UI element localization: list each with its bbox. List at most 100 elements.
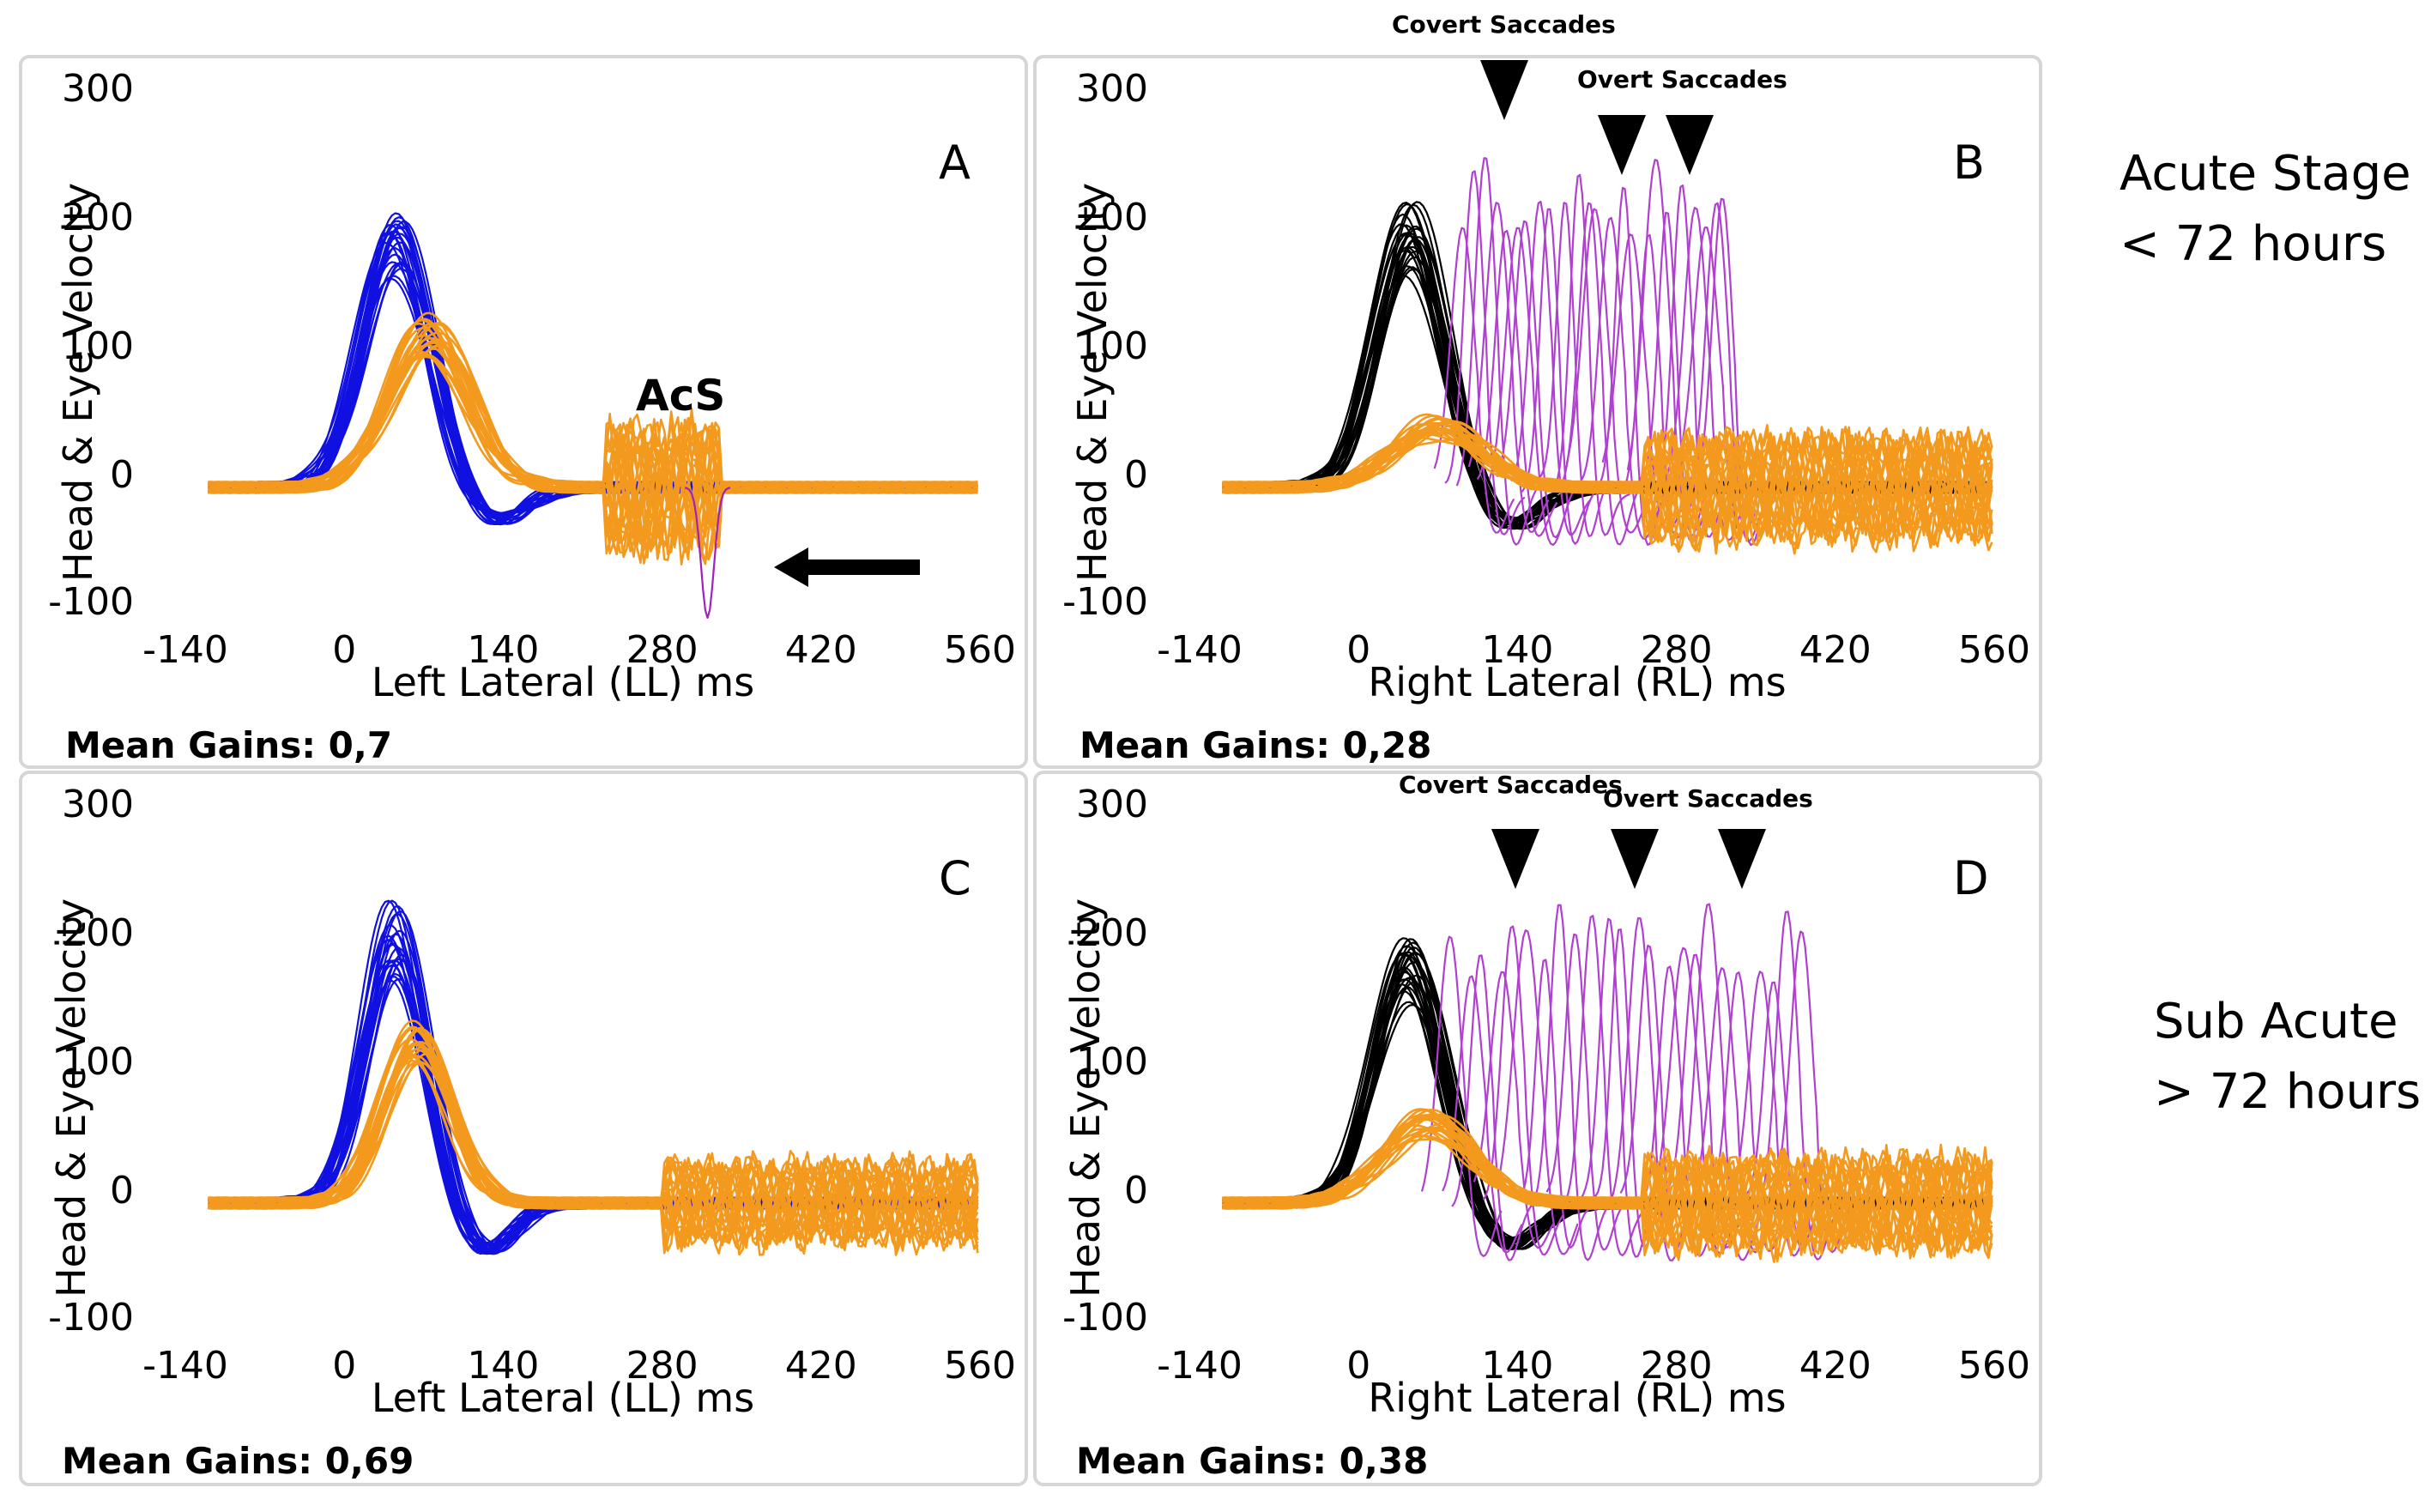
eye-velocity-trace bbox=[208, 340, 978, 550]
overt-saccade-marker-icon bbox=[1598, 115, 1647, 175]
saccades-trace bbox=[1496, 220, 1577, 539]
saccades-trace bbox=[1591, 928, 1672, 1249]
eye-velocity-trace bbox=[1222, 429, 1993, 555]
overt-saccades-label-b: Overt Saccades bbox=[1577, 65, 1787, 94]
x-tick: -140 bbox=[142, 1344, 228, 1388]
covert-saccade-marker-icon bbox=[1479, 60, 1528, 120]
plot-area-c bbox=[208, 899, 979, 1256]
x-axis-label: Left Lateral (LL) ms bbox=[371, 659, 755, 705]
subacute-stage-line1: Sub Acute bbox=[2154, 994, 2398, 1049]
x-tick: 0 bbox=[332, 628, 357, 672]
covert-saccades-label-b: Covert Saccades bbox=[1392, 10, 1616, 39]
eye-velocity-trace bbox=[208, 1028, 979, 1247]
x-tick: 420 bbox=[1799, 1344, 1872, 1388]
y-tick-200: 200 bbox=[1076, 911, 1148, 955]
saccades-trace bbox=[1678, 903, 1761, 1261]
panel-letter: C bbox=[939, 851, 971, 905]
saccades-trace bbox=[1581, 216, 1662, 540]
x-axis-label: Left Lateral (LL) ms bbox=[371, 1375, 755, 1421]
saccades-trace bbox=[1476, 229, 1558, 537]
eye-velocity-trace bbox=[208, 352, 978, 551]
x-tick: -140 bbox=[1157, 628, 1243, 672]
x-tick: 140 bbox=[467, 1344, 540, 1388]
panel-b: 300 200 100 0 -100 Head & Eye Velocity B… bbox=[1033, 55, 2042, 769]
x-tick: 280 bbox=[1640, 628, 1713, 672]
x-tick: 0 bbox=[1346, 1344, 1371, 1388]
x-tick: 0 bbox=[332, 1344, 357, 1388]
eye-velocity-trace bbox=[208, 350, 978, 556]
y-tick-300: 300 bbox=[1076, 783, 1148, 826]
saccades-trace bbox=[1732, 971, 1813, 1257]
y-tick-0: 0 bbox=[1124, 453, 1148, 497]
eye-velocity-trace bbox=[1222, 1129, 1993, 1255]
y-tick-0: 0 bbox=[1124, 1169, 1148, 1213]
y-tick-0: 0 bbox=[110, 453, 134, 497]
saccades-trace bbox=[1563, 915, 1644, 1256]
saccades-trace bbox=[1545, 933, 1627, 1251]
saccades-trace bbox=[1744, 981, 1825, 1249]
covert-saccade-trace bbox=[684, 487, 731, 620]
saccades-trace bbox=[1550, 173, 1630, 536]
y-tick-neg100: -100 bbox=[48, 1296, 134, 1340]
eye-velocity-trace bbox=[208, 1027, 979, 1255]
y-axis-label: Head & Eye Velocity bbox=[1062, 898, 1109, 1297]
mean-gains: Mean Gains: 0,38 bbox=[1076, 1440, 1429, 1482]
y-tick-100: 100 bbox=[62, 1040, 134, 1084]
covert-saccade-marker-icon bbox=[1491, 829, 1539, 889]
eye-velocity-trace bbox=[208, 344, 978, 562]
x-tick: 280 bbox=[626, 1344, 698, 1388]
x-tick: 0 bbox=[1346, 628, 1371, 672]
eye-velocity-trace bbox=[208, 1025, 979, 1251]
saccades-trace bbox=[1565, 208, 1648, 534]
panel-c: 300 200 100 0 -100 Head & Eye Velocity C… bbox=[19, 771, 1028, 1486]
eye-velocity-trace bbox=[208, 327, 978, 561]
panel-letter: B bbox=[1953, 136, 1986, 190]
saccades-trace bbox=[1515, 959, 1596, 1249]
x-tick: -140 bbox=[1157, 1344, 1243, 1388]
y-tick-300: 300 bbox=[1076, 67, 1148, 111]
x-tick: 280 bbox=[1640, 1344, 1713, 1388]
covert-saccades-label-d: Covert Saccades bbox=[1399, 771, 1623, 799]
y-axis-label: Head & Eye Velocity bbox=[55, 182, 101, 582]
acute-stage-line2: < 72 hours bbox=[2120, 216, 2387, 272]
left-arrow-icon bbox=[774, 547, 920, 587]
y-tick-100: 100 bbox=[1076, 324, 1148, 368]
mean-gains: Mean Gains: 0,69 bbox=[62, 1440, 414, 1482]
eye-velocity-trace bbox=[1222, 426, 1993, 553]
y-tick-200: 200 bbox=[62, 196, 134, 239]
y-tick-200: 200 bbox=[62, 911, 134, 955]
eye-velocity-trace bbox=[208, 1049, 979, 1256]
overt-saccades-label-d: Overt Saccades bbox=[1603, 784, 1813, 813]
x-axis-label: Right Lateral (RL) ms bbox=[1368, 659, 1787, 705]
x-tick: 140 bbox=[1481, 1344, 1554, 1388]
y-tick-100: 100 bbox=[1076, 1040, 1148, 1084]
x-tick: 420 bbox=[1799, 628, 1872, 672]
saccades-trace bbox=[1451, 954, 1533, 1261]
mean-gains: Mean Gains: 0,28 bbox=[1079, 724, 1432, 766]
x-tick: 420 bbox=[784, 1344, 857, 1388]
x-axis-label: Right Lateral (RL) ms bbox=[1368, 1375, 1787, 1421]
y-axis-label: Head & Eye Velocity bbox=[1069, 182, 1116, 582]
y-tick-300: 300 bbox=[62, 783, 134, 826]
overt-saccade-marker-icon bbox=[1666, 115, 1714, 175]
saccades-trace bbox=[1510, 200, 1592, 536]
eye-velocity-trace bbox=[1222, 423, 1993, 546]
saccades-trace bbox=[1442, 975, 1523, 1254]
eye-velocity-trace bbox=[208, 318, 978, 565]
eye-velocity-trace bbox=[208, 1042, 979, 1256]
y-tick-0: 0 bbox=[110, 1169, 134, 1213]
x-tick: 140 bbox=[467, 628, 540, 672]
plot-area-a bbox=[208, 212, 978, 620]
eye-velocity-trace bbox=[208, 1059, 979, 1256]
eye-velocity-trace bbox=[208, 322, 978, 559]
saccades-trace bbox=[1757, 910, 1839, 1261]
x-tick: 420 bbox=[784, 628, 857, 672]
x-tick: 560 bbox=[944, 628, 1016, 672]
eye-velocity-trace bbox=[208, 321, 978, 561]
eye-velocity-trace bbox=[208, 311, 978, 544]
saccades-trace bbox=[1687, 202, 1769, 542]
eye-velocity-trace bbox=[208, 323, 978, 557]
eye-velocity-trace bbox=[208, 331, 978, 549]
x-tick: 560 bbox=[1958, 628, 2030, 672]
saccades-trace bbox=[1482, 925, 1564, 1256]
